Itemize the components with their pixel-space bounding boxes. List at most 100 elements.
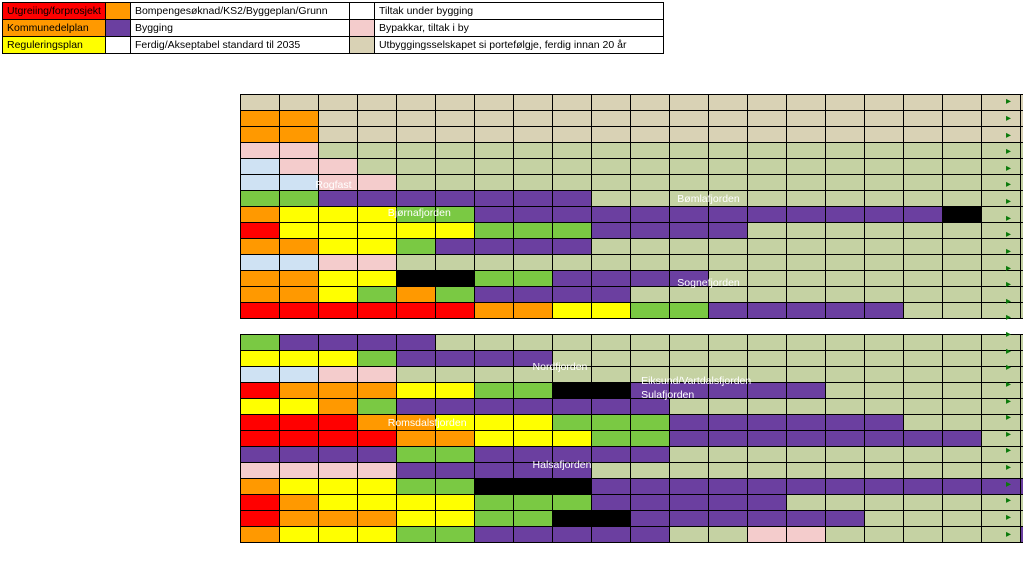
- gantt-cell: [787, 143, 826, 159]
- gantt-cell: [553, 239, 592, 255]
- gantt-cell: [358, 255, 397, 271]
- gantt-cell: [709, 95, 748, 111]
- row-arrow-icon: ▸: [1006, 164, 1020, 174]
- gantt-cell: [787, 95, 826, 111]
- gantt-cell: [748, 415, 787, 431]
- gantt-cell: [709, 271, 748, 287]
- gantt-cell: [904, 111, 943, 127]
- gantt-cell: [865, 191, 904, 207]
- gantt-cell: [553, 335, 592, 351]
- gantt-cell: [319, 287, 358, 303]
- gantt-cell: [787, 351, 826, 367]
- gantt-cell: [709, 415, 748, 431]
- gantt-cell: [319, 207, 358, 223]
- row-arrow-icon: ▸: [1006, 363, 1020, 373]
- gantt-cell: [475, 143, 514, 159]
- gantt-cell: [631, 159, 670, 175]
- gantt-cell: [397, 335, 436, 351]
- gantt-cell: [592, 287, 631, 303]
- gantt-cell: [748, 143, 787, 159]
- gantt-cell: [826, 207, 865, 223]
- gantt-cell: [826, 415, 865, 431]
- row-arrow-icon: ▸: [1006, 380, 1020, 390]
- gantt-cell: [670, 95, 709, 111]
- gantt-cell: [709, 527, 748, 543]
- gantt-cell: [553, 175, 592, 191]
- gantt-cell: [436, 287, 475, 303]
- row-arrow-icon: ▸: [1006, 446, 1020, 456]
- gantt-cell: [670, 383, 709, 399]
- gantt-cell: [592, 239, 631, 255]
- gantt-cell: [475, 191, 514, 207]
- gantt-cell: [904, 399, 943, 415]
- gantt-cell: [592, 495, 631, 511]
- gantt-cell: [592, 143, 631, 159]
- gantt-cell: [826, 463, 865, 479]
- gantt-cell: [241, 527, 280, 543]
- gantt-cell: [787, 271, 826, 287]
- gantt-cell: [592, 175, 631, 191]
- gantt-cell: [319, 223, 358, 239]
- gantt-cell: [397, 175, 436, 191]
- gantt-cell: [553, 95, 592, 111]
- gantt-cell: [592, 463, 631, 479]
- gantt-cell: [865, 271, 904, 287]
- gantt-cell: [514, 447, 553, 463]
- gantt-cell: [358, 431, 397, 447]
- gantt-cell: [514, 111, 553, 127]
- gantt-cell: [358, 383, 397, 399]
- gantt-cell: [475, 367, 514, 383]
- gantt-cell: [709, 143, 748, 159]
- gantt-cell: [826, 495, 865, 511]
- gantt-cell: [241, 255, 280, 271]
- gantt-cell: [241, 335, 280, 351]
- gantt-cell: [787, 527, 826, 543]
- gantt-cell: [514, 511, 553, 527]
- gantt-cell: [748, 511, 787, 527]
- gantt-cell: [826, 127, 865, 143]
- gantt-cell: [709, 511, 748, 527]
- gantt-cell: [436, 143, 475, 159]
- gantt-cell: [592, 447, 631, 463]
- gantt-cell: [475, 415, 514, 431]
- row-arrow-icon: ▸: [1006, 297, 1020, 307]
- gantt-cell: [670, 223, 709, 239]
- gantt-cell: [904, 447, 943, 463]
- gantt-cell: [943, 255, 982, 271]
- gantt-cell: [631, 191, 670, 207]
- gantt-cell: [436, 383, 475, 399]
- row-arrow-icon: ▸: [1006, 413, 1020, 423]
- gantt-cell: [475, 223, 514, 239]
- row-arrow-icon: ▸: [1006, 397, 1020, 407]
- gantt-cell: [553, 431, 592, 447]
- gantt-cell: [592, 303, 631, 319]
- legend-swatch: [349, 20, 374, 37]
- gantt-cell: [709, 287, 748, 303]
- gantt-cell: [904, 207, 943, 223]
- gantt-cell: [553, 415, 592, 431]
- row-arrow-icon: ▸: [1006, 347, 1020, 357]
- gantt-cell: [670, 175, 709, 191]
- gantt-cell: [709, 175, 748, 191]
- gantt-cell: [553, 159, 592, 175]
- gantt-cell: [709, 127, 748, 143]
- gantt-cell: [904, 143, 943, 159]
- gantt-cell: [904, 287, 943, 303]
- gantt-cell: [241, 127, 280, 143]
- gantt-cell: [826, 335, 865, 351]
- gantt-cell: [241, 95, 280, 111]
- gantt-cell: [592, 95, 631, 111]
- gantt-cell: [670, 479, 709, 495]
- gantt-cell: [826, 527, 865, 543]
- gantt-cell: [670, 511, 709, 527]
- gantt-cell: [865, 111, 904, 127]
- gantt-cell: [943, 303, 982, 319]
- gantt-cell: [553, 479, 592, 495]
- gantt-cell: [670, 399, 709, 415]
- gantt-cell: [709, 447, 748, 463]
- gantt-cell: [631, 207, 670, 223]
- legend-swatch: [105, 3, 130, 20]
- gantt-cell: [514, 223, 553, 239]
- gantt-cell: [475, 447, 514, 463]
- gantt-cell: [943, 159, 982, 175]
